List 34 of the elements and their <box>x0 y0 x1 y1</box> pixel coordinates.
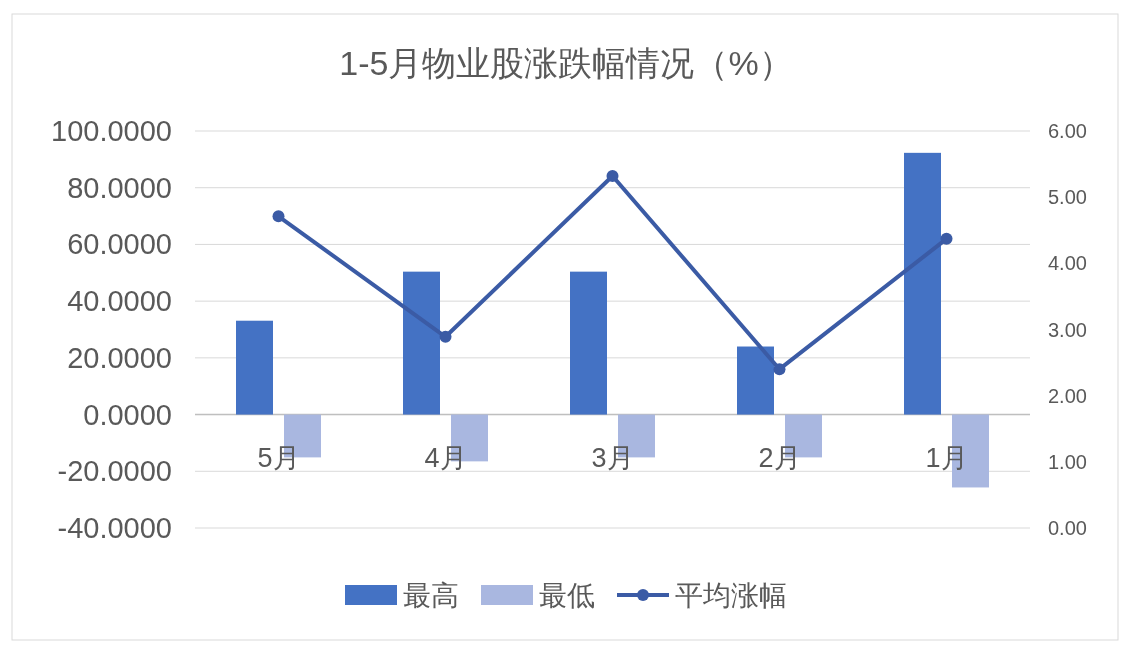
y-tick-label: 40.0000 <box>67 285 172 318</box>
point <box>940 232 953 245</box>
x-tick-label: 1月 <box>925 442 968 473</box>
bar <box>570 271 607 415</box>
y2-tick-label: 5.00 <box>1048 186 1087 209</box>
y-tick-label: 0.0000 <box>83 398 172 431</box>
y2-tick-label: 2.00 <box>1048 384 1087 407</box>
bar <box>403 271 440 415</box>
point <box>773 363 786 376</box>
y-tick-label: 60.0000 <box>67 228 172 261</box>
legend-label: 最高 <box>403 580 459 611</box>
point <box>439 330 452 343</box>
bar <box>236 320 273 415</box>
legend-label: 最低 <box>539 580 595 611</box>
point <box>272 210 285 223</box>
y-tick-label: 80.0000 <box>67 171 172 204</box>
x-tick-label: 5月 <box>257 442 300 473</box>
y2-tick-label: 1.00 <box>1048 450 1087 473</box>
y-tick-label: 20.0000 <box>67 341 172 374</box>
bar <box>904 152 941 415</box>
y2-tick-label: 6.00 <box>1048 120 1087 142</box>
bar <box>737 346 774 415</box>
x-tick-label: 3月 <box>591 442 634 473</box>
y-tick-label: -20.0000 <box>57 455 172 488</box>
x-tick-label: 4月 <box>424 442 467 473</box>
y2-tick-label: 3.00 <box>1048 318 1087 341</box>
y2-tick-label: 4.00 <box>1048 252 1087 275</box>
x-tick-label: 2月 <box>758 442 801 473</box>
y-tick-label: -40.0000 <box>57 512 172 544</box>
y-tick-label: 100.0000 <box>51 115 172 147</box>
chart-title: 1-5月物业股涨跌幅情况（%） <box>339 44 793 82</box>
y2-tick-label: 0.00 <box>1048 517 1087 539</box>
point <box>606 169 619 182</box>
legend-label: 平均涨幅 <box>675 580 787 611</box>
